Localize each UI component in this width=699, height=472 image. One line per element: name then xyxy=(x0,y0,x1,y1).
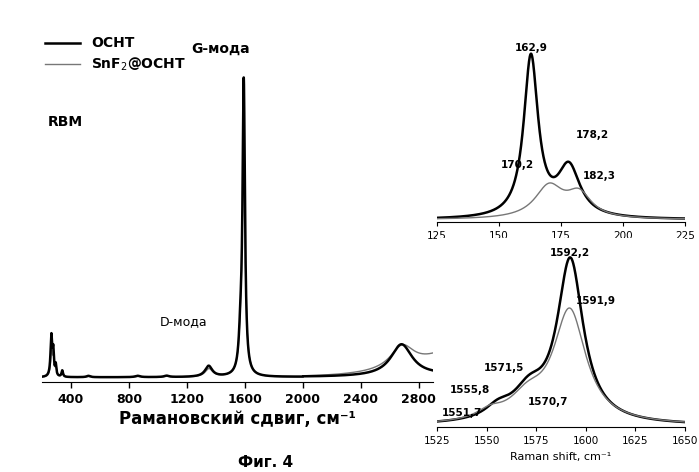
Text: 1571,5: 1571,5 xyxy=(484,363,524,373)
Text: 1570,7: 1570,7 xyxy=(528,397,569,407)
Text: RBM: RBM xyxy=(48,115,83,129)
Text: D-мода: D-мода xyxy=(160,315,208,328)
Text: 178,2: 178,2 xyxy=(576,130,609,140)
Text: 1591,9: 1591,9 xyxy=(576,296,616,306)
Text: G-мода: G-мода xyxy=(191,42,250,56)
Text: 162,9: 162,9 xyxy=(514,42,547,53)
X-axis label: Рамановский сдвиг, см⁻¹: Рамановский сдвиг, см⁻¹ xyxy=(120,410,356,428)
Text: 170,2: 170,2 xyxy=(500,160,533,170)
Text: 1551,7: 1551,7 xyxy=(442,408,482,418)
Text: Фиг. 4: Фиг. 4 xyxy=(238,455,293,470)
Legend: ОСНТ, SnF$_2$@ОСHT: ОСНТ, SnF$_2$@ОСHT xyxy=(45,36,186,74)
Text: 182,3: 182,3 xyxy=(583,171,617,181)
Text: 1555,8: 1555,8 xyxy=(450,385,491,395)
Text: 1592,2: 1592,2 xyxy=(550,248,591,258)
X-axis label: Raman shift, cm⁻¹: Raman shift, cm⁻¹ xyxy=(510,246,612,256)
X-axis label: Raman shift, cm⁻¹: Raman shift, cm⁻¹ xyxy=(510,452,612,462)
